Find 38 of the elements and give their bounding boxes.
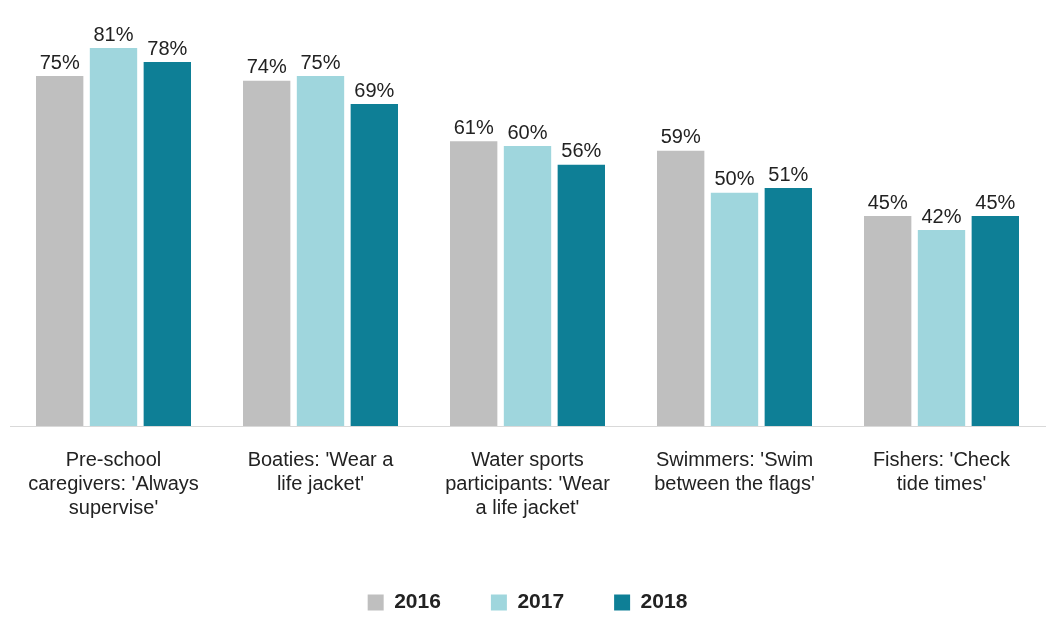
data-label: 69% bbox=[354, 78, 395, 101]
data-label: 61% bbox=[453, 115, 494, 138]
x-tick-label: Water sports participants: 'Wear a life jacket' bbox=[445, 447, 611, 518]
data-label: 78% bbox=[147, 36, 188, 59]
data-label: 45% bbox=[975, 190, 1016, 213]
bar bbox=[971, 216, 1019, 426]
bar bbox=[503, 146, 552, 426]
bar bbox=[864, 216, 912, 426]
bar bbox=[557, 164, 605, 426]
data-label: 50% bbox=[714, 167, 755, 190]
legend-label: 2017 bbox=[517, 589, 565, 613]
data-label: 42% bbox=[921, 204, 962, 227]
x-tick-label: Fishers: 'Check tide times' bbox=[872, 447, 1012, 494]
bar bbox=[710, 192, 759, 426]
data-label: 45% bbox=[867, 190, 908, 213]
data-label: 75% bbox=[39, 50, 80, 73]
bar bbox=[350, 104, 398, 426]
data-label: 81% bbox=[93, 22, 134, 45]
bar bbox=[143, 62, 191, 426]
bar bbox=[917, 230, 966, 426]
data-label: 74% bbox=[246, 55, 287, 78]
x-tick-label: Pre-school caregivers: 'Always supervise' bbox=[28, 447, 199, 518]
data-label: 75% bbox=[300, 50, 341, 73]
bar bbox=[243, 80, 291, 426]
bar bbox=[764, 188, 812, 426]
bar bbox=[89, 48, 138, 426]
data-label: 56% bbox=[561, 139, 602, 162]
bar bbox=[657, 150, 705, 426]
data-label: 60% bbox=[507, 120, 548, 143]
legend-label: 2016 bbox=[394, 589, 441, 613]
bar bbox=[450, 141, 498, 426]
legend-label: 2018 bbox=[640, 589, 688, 613]
x-tick-label: Swimmers: 'Swim between the flags' bbox=[654, 447, 815, 494]
data-label: 59% bbox=[660, 125, 701, 148]
bar bbox=[296, 76, 345, 426]
bar bbox=[36, 76, 84, 426]
data-label: 51% bbox=[768, 162, 809, 185]
x-tick-label: Boaties: 'Wear a life jacket' bbox=[247, 447, 395, 494]
